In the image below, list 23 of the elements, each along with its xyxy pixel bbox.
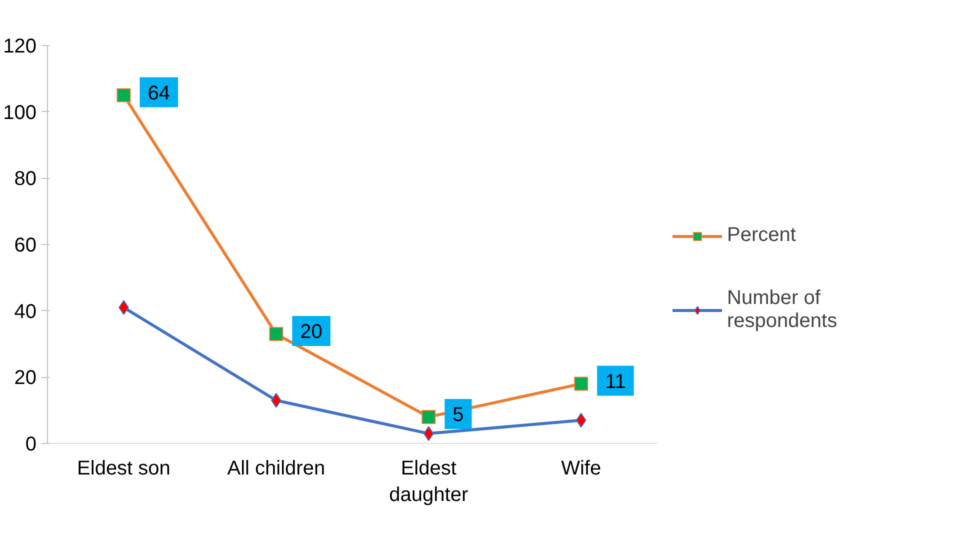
annotation: 5: [452, 404, 464, 426]
y-tick-label: 40: [14, 300, 37, 323]
x-tick-label: Wife: [561, 458, 602, 480]
point: [576, 412, 586, 428]
point: [116, 88, 131, 102]
x-tick-label: All children: [227, 458, 326, 480]
x-tick-label: Eldest daughter: [389, 458, 468, 506]
y-tick-label: 100: [3, 102, 37, 124]
annotation: 11: [605, 370, 626, 393]
y-tick-label: 0: [25, 434, 36, 456]
point: [423, 426, 434, 442]
point: [574, 376, 588, 391]
legend-label: Percent: [727, 224, 796, 247]
y-tick-label: 120: [3, 36, 37, 58]
point: [269, 327, 284, 342]
y-tick-label: 80: [14, 168, 37, 190]
legend-label: Number of respondents: [727, 287, 838, 333]
y-tick-label: 60: [14, 234, 37, 256]
annotation: 64: [148, 82, 170, 104]
point: [422, 410, 436, 424]
y-tick-label: 20: [14, 367, 37, 390]
annotation: 20: [300, 321, 322, 344]
x-tick-label: Eldest son: [77, 458, 170, 480]
